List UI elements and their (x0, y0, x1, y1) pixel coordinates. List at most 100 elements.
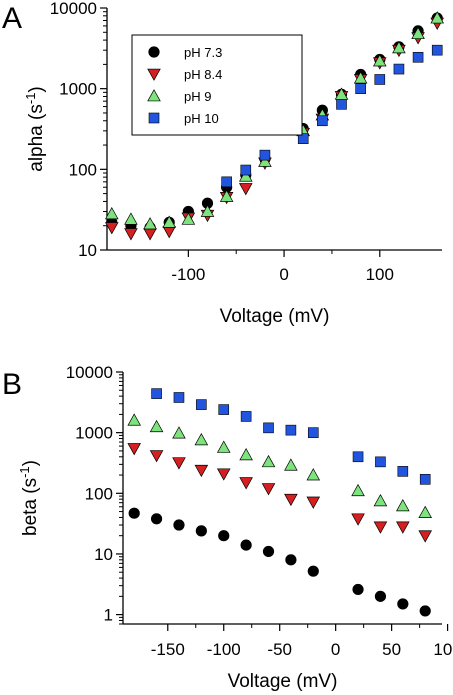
panel-b-point-ph-8-4 (261, 483, 276, 496)
panel-b-point-ph-10 (307, 427, 319, 438)
panel-a-legend-marker (148, 112, 160, 124)
panel-b-point-ph-8-4 (373, 521, 388, 534)
panel-a-panel-label: A (2, 2, 22, 35)
panel-a-legend-label: pH 9 (184, 89, 211, 104)
panel-b-point-ph-9 (396, 498, 410, 512)
panel-a-point-ph-9 (353, 71, 368, 84)
panel-b-series-ph-9 (127, 413, 433, 518)
panel-a-point-ph-9 (372, 54, 387, 67)
panel-a-y-tick-label: 10 (78, 241, 97, 260)
panel-a-point-ph-8-4 (104, 222, 119, 235)
panel-a-point-ph-10 (431, 44, 443, 56)
panel-b-chart: 1 10 100 1000 10000 -150 -100 -50 0 50 100 Voltage … (2, 363, 453, 692)
panel-a-legend-label: pH 10 (184, 111, 219, 126)
panel-b-point-ph-8-4 (351, 513, 365, 526)
panel-b-point-ph-9 (373, 493, 388, 507)
panel-b-point-ph-10 (218, 404, 230, 415)
panel-a-point-ph-10 (374, 74, 386, 85)
panel-a-chart: 10 100 1000 10000 -100 0 100 Voltage (mV) alpha … (2, 0, 445, 327)
panel-a-legend-label: pH 7.3 (184, 45, 222, 60)
panel-b-point-ph-7-3 (307, 565, 319, 577)
panel-b-point-ph-7-3 (240, 539, 252, 551)
panel-b-point-ph-8-4 (284, 493, 298, 507)
panel-b-point-ph-7-3 (374, 590, 387, 602)
panel-b-point-ph-9 (216, 440, 231, 453)
panel-a-point-ph-10 (393, 63, 405, 75)
panel-b-y-tick-label: 1000 (75, 424, 113, 443)
panel-b-x-tick-label: 100 (433, 640, 453, 659)
panel-a-point-ph-9 (124, 212, 138, 225)
panel-a-point-ph-10 (336, 99, 347, 110)
panel-a-point-ph-10 (240, 164, 252, 176)
panel-b-point-ph-10 (240, 411, 252, 422)
panel-a-point-ph-9 (238, 169, 253, 182)
panel-a-legend-marker (147, 89, 161, 102)
panel-b-y-tick-label: 1 (104, 606, 113, 625)
panel-b-point-ph-9 (194, 432, 209, 446)
panel-b-point-ph-10 (285, 424, 297, 436)
panel-a-legend-marker (148, 46, 160, 58)
panel-b-y-tick-label: 100 (85, 484, 113, 503)
panel-b-y-axis-title: beta (s-1) (17, 460, 41, 536)
panel-a-point-ph-9 (143, 217, 157, 230)
panel-b-point-ph-7-3 (397, 598, 409, 610)
panel-b-point-ph-7-3 (285, 554, 297, 566)
panel-a-point-ph-9 (104, 207, 119, 220)
panel-b-point-ph-7-3 (150, 513, 163, 525)
panel-a-y-axis-title: alpha (s-1) (23, 86, 47, 172)
panel-b-series-ph-7-3 (128, 507, 431, 617)
panel-b-point-ph-7-3 (419, 605, 431, 617)
panel-b-x-tick-label: -100 (207, 640, 241, 659)
panel-a-point-ph-8-4 (124, 228, 138, 241)
panel-b-point-ph-8-4 (306, 496, 321, 509)
panel-b-x-tick-label: 0 (331, 640, 340, 659)
panel-b-point-ph-7-3 (195, 525, 207, 537)
panel-a-point-ph-8-4 (143, 228, 157, 241)
panel-a-series-ph-10 (221, 44, 443, 188)
panel-a-point-ph-9 (258, 154, 272, 167)
panel-b-x-tick-label: -50 (267, 640, 292, 659)
panel-a-point-ph-10 (317, 115, 328, 127)
panel-a-legend-marker (147, 68, 161, 81)
panel-b-panel-label: B (2, 368, 22, 401)
panel-b-point-ph-7-3 (218, 530, 230, 542)
panel-a-point-ph-10 (221, 176, 232, 188)
panel-a-point-ph-10 (355, 83, 366, 94)
panel-a-y-tick-label: 100 (69, 160, 97, 179)
panel-a-x-tick-label: 100 (366, 265, 394, 284)
panel-b-point-ph-10 (196, 399, 207, 410)
panel-b-point-ph-9 (172, 426, 186, 439)
panel-b-point-ph-7-3 (262, 545, 275, 558)
panel-a-point-ph-10 (412, 51, 424, 63)
panel-a-x-axis-title: Voltage (mV) (220, 306, 330, 327)
panel-b-series-ph-8-4 (127, 443, 433, 543)
panel-a-x-tick-label: -100 (171, 265, 205, 284)
panel-b-y-tick-label: 10 (94, 545, 113, 564)
panel-b-x-axis-title: Voltage (mV) (228, 671, 338, 692)
panel-b-point-ph-9 (149, 419, 164, 433)
panel-a-point-ph-8-4 (238, 183, 253, 196)
panel-a-point-ph-10 (259, 149, 271, 161)
panel-a-legend-box (131, 34, 303, 136)
panel-a-y-tick-label: 10000 (50, 0, 97, 18)
panel-b-point-ph-9 (127, 413, 141, 426)
panel-b-point-ph-9 (351, 483, 365, 497)
panel-b-point-ph-7-3 (352, 583, 364, 596)
panel-b-point-ph-9 (239, 447, 253, 461)
panel-b-point-ph-8-4 (216, 468, 231, 481)
panel-a-point-ph-8-4 (162, 226, 177, 239)
panel-a-point-ph-9 (392, 40, 406, 54)
panel-b-point-ph-8-4 (127, 443, 141, 456)
panel-b-point-ph-9 (261, 454, 276, 468)
panel-b-point-ph-7-3 (128, 507, 140, 519)
panel-b-point-ph-10 (173, 392, 185, 403)
panel-b-point-ph-10 (352, 451, 364, 463)
panel-b-x-tick-label: 50 (382, 640, 401, 659)
panel-a-point-ph-9 (411, 26, 425, 40)
panel-b-point-ph-9 (284, 458, 298, 471)
panel-a-point-ph-9 (200, 204, 215, 217)
panel-b-point-ph-9 (418, 505, 433, 518)
panel-a-point-ph-10 (297, 133, 309, 144)
panel-b-point-ph-10 (263, 422, 274, 434)
